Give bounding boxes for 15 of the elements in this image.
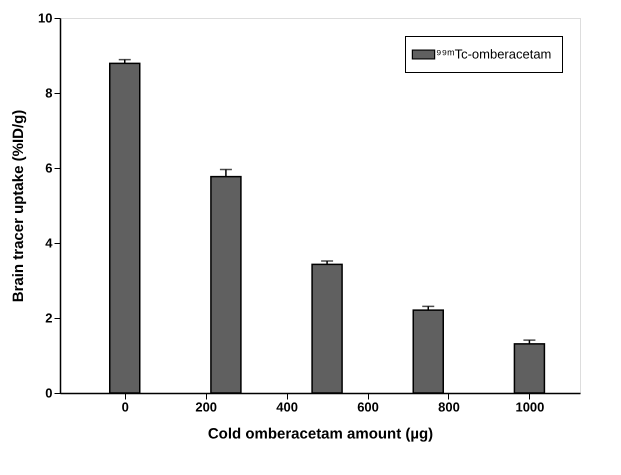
x-tick-label: 600 [357, 400, 379, 414]
x-tick-label: 0 [122, 400, 129, 414]
y-tick-label: 0 [45, 386, 52, 400]
x-tick-label: 800 [438, 400, 460, 414]
x-tick-label: 1000 [515, 400, 544, 414]
x-tick-label: 400 [276, 400, 298, 414]
y-axis-title: Brain tracer uptake (%ID/g) [10, 110, 28, 302]
y-tick-label: 4 [45, 236, 54, 250]
x-tick-label: 200 [195, 400, 218, 414]
x-axis-title: Cold omberacetam amount (µg) [208, 426, 434, 442]
y-tick-label: 8 [45, 86, 52, 100]
y-tick-label: 10 [38, 10, 52, 26]
legend-label: ⁹⁹ᵐTc-omberacetam [436, 46, 552, 62]
y-tick-label: 6 [45, 160, 52, 176]
y-tick-label: 2 [45, 310, 52, 326]
